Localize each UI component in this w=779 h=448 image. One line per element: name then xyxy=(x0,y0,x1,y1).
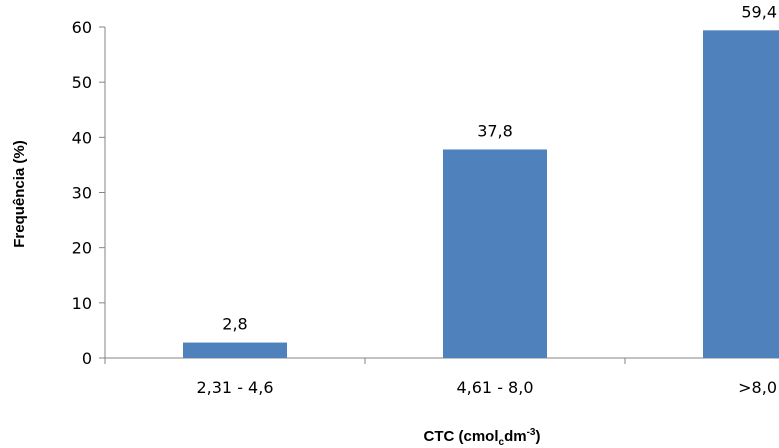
y-tick-label: 60 xyxy=(72,18,92,37)
bars xyxy=(183,30,779,359)
x-axis-title-subscript: c xyxy=(499,437,505,448)
x-axis-title-suffix: ) xyxy=(535,428,540,445)
y-tick-label: 30 xyxy=(72,184,92,203)
x-axis-title-superscript: -3 xyxy=(527,427,536,438)
x-axis-title-prefix: CTC (cmol xyxy=(424,428,499,445)
y-tick-label: 40 xyxy=(72,128,92,147)
data-label: 59,4 xyxy=(741,2,777,21)
y-axis: 0 10 20 30 40 50 60 xyxy=(72,18,106,368)
data-labels: 2,8 37,8 59,4 xyxy=(222,2,777,333)
y-tick-label: 0 xyxy=(82,349,92,368)
y-tick-label: 20 xyxy=(72,239,92,258)
bar xyxy=(183,342,287,358)
x-tick-label: 2,31 - 4,6 xyxy=(196,378,273,397)
x-axis-title-mid: dm xyxy=(504,428,527,445)
bar xyxy=(443,149,547,358)
bar xyxy=(703,30,779,359)
y-tick-label: 50 xyxy=(72,73,92,92)
data-label: 37,8 xyxy=(477,121,513,140)
x-tick-label: >8,0 xyxy=(738,378,777,397)
x-axis-title: CTC (cmolcdm-3) xyxy=(424,427,541,448)
y-tick-label: 10 xyxy=(72,294,92,313)
x-tick-label: 4,61 - 8,0 xyxy=(456,378,533,397)
y-axis-title: Frequência (%) xyxy=(11,140,28,248)
data-label: 2,8 xyxy=(222,315,247,334)
x-axis: 2,31 - 4,6 4,61 - 8,0 >8,0 xyxy=(104,357,779,397)
